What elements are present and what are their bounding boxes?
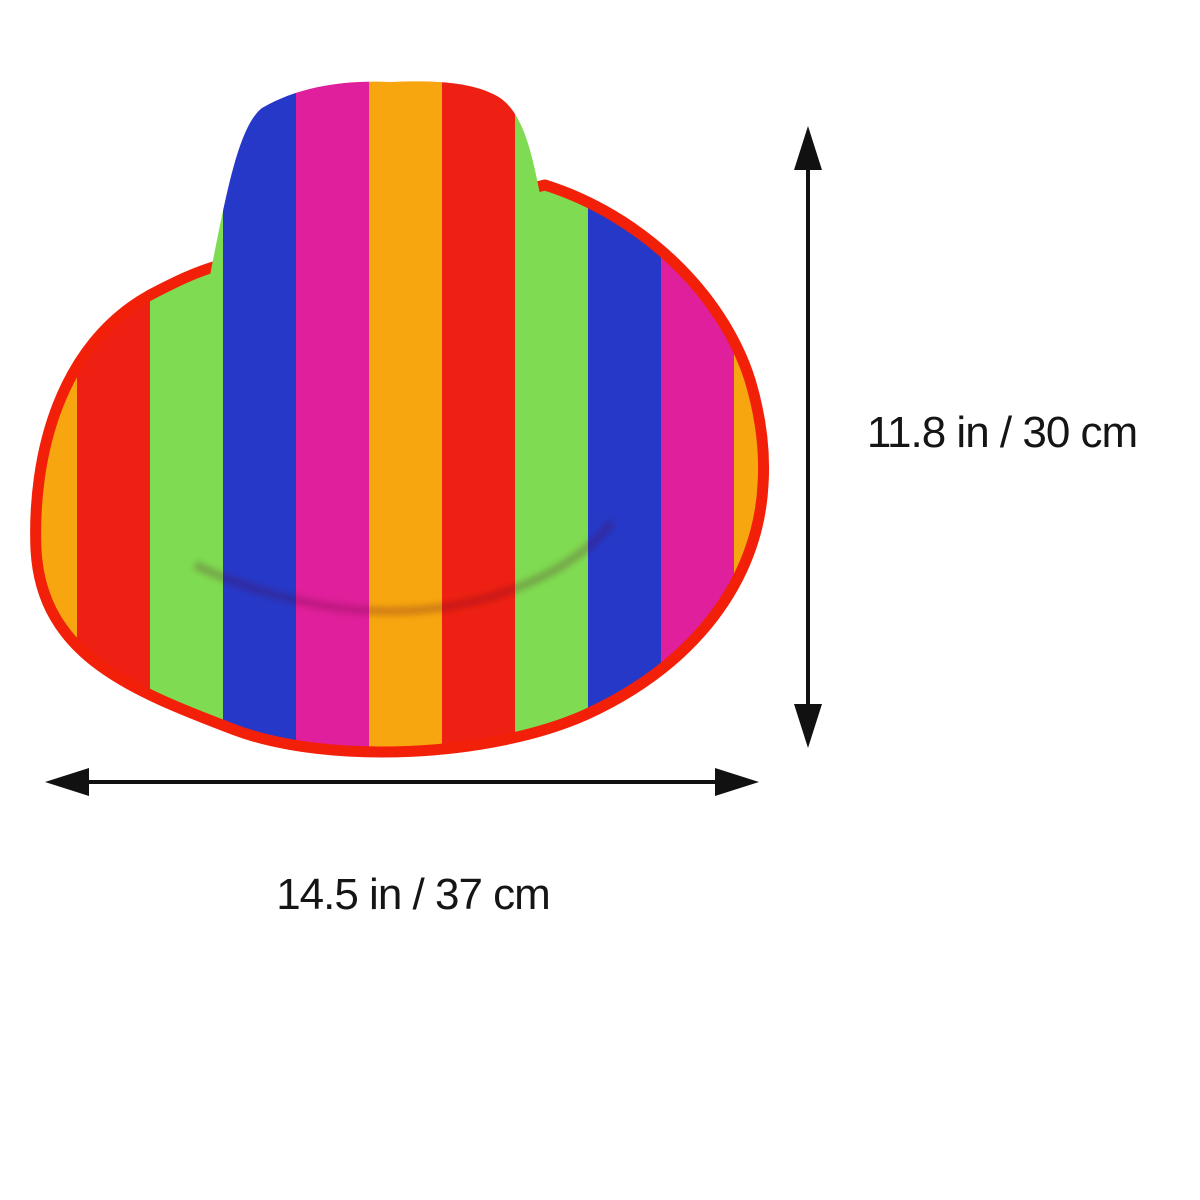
width-arrow-head-right — [715, 768, 759, 796]
height-arrow-head-bottom — [794, 704, 822, 748]
width-arrow — [45, 768, 759, 796]
hat-crown — [182, 81, 620, 603]
width-arrow-head-left — [45, 768, 89, 796]
width-label: 14.5 in / 37 cm — [276, 870, 551, 919]
height-label: 11.8 in / 30 cm — [866, 408, 1138, 457]
brim-crease-shadow — [193, 519, 616, 616]
rainbow-cowboy-hat — [30, 81, 770, 758]
height-arrow-head-top — [794, 126, 822, 170]
height-arrow — [794, 126, 822, 748]
